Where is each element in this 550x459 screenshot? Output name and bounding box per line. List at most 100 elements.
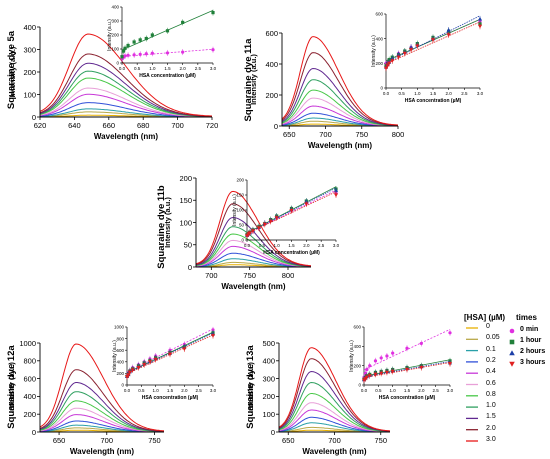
inset-y-tick-label: 400 [375, 36, 383, 41]
y-tick-label: 400 [265, 60, 278, 69]
inset-point [448, 331, 452, 335]
spectrum-curve [278, 347, 391, 432]
inset-point [167, 352, 173, 357]
inset-point [256, 226, 261, 231]
inset-point [396, 55, 401, 60]
inset-plot-2: 0 50 100 150 200 0.0 0.5 1.0 1.5 2.0 2.5 3.0 HSA con… [232, 178, 340, 256]
inset-point [415, 44, 420, 49]
inset-point [408, 48, 414, 52]
inset-point [364, 375, 369, 380]
y-tick-label: 400 [23, 392, 36, 401]
y-tick-label: 0 [188, 263, 192, 272]
x-tick-label: 650 [282, 436, 295, 445]
inset-point [123, 46, 127, 50]
inset-point [446, 27, 451, 32]
inset-y-tick-label: 400 [111, 5, 119, 10]
inset-point [304, 202, 309, 207]
inset-point [210, 334, 216, 338]
x-tick-label: 750 [243, 271, 256, 280]
inset-y-tick-label: 0 [380, 86, 383, 91]
inset-point [132, 40, 136, 44]
inset-point [447, 362, 453, 366]
inset-y-tick-label: 150 [236, 193, 244, 198]
inset-point [150, 33, 154, 37]
inset-fit-line [363, 328, 451, 371]
inset-y-axis-label: Intensity (a.u.) [232, 194, 238, 226]
inset-x-tick-label: 0.5 [399, 91, 406, 96]
x-axis-label: Wavelength (nm) [94, 132, 158, 141]
spectrum-plot-2: 0 50 100 150 200 700 750 800 Wavelength (nm) Inte… [156, 174, 312, 291]
inset-y-tick-label: 600 [375, 12, 383, 17]
legend-hsa-value: 0.1 [486, 345, 496, 353]
inset-x-tick-label: 1.5 [430, 91, 437, 96]
x-tick-label: 720 [206, 121, 219, 130]
inset-x-tick-label: 1.5 [404, 388, 411, 393]
x-tick-label: 680 [137, 121, 150, 130]
y-tick-label: 200 [23, 410, 36, 419]
y-tick-label: 200 [23, 68, 36, 77]
inset-x-tick-label: 0.5 [259, 243, 266, 248]
inset-y-axis-label: Intensity (a.u.) [349, 340, 355, 372]
inset-point [391, 351, 395, 355]
y-tick-label: 0 [32, 428, 36, 437]
x-tick-label: 750 [374, 436, 387, 445]
inset-point [126, 373, 131, 378]
inset-x-tick-label: 2.5 [196, 388, 203, 393]
inset-point [379, 356, 383, 360]
legend-hsa-header: [HSA] (µM) [464, 313, 506, 322]
inset-x-axis-label: HSA concentration (µM) [142, 395, 199, 401]
inset-point [333, 188, 339, 193]
inset-y-tick-label: 0 [116, 61, 119, 66]
inset-y-tick-label: 200 [353, 363, 361, 368]
inset-point [262, 222, 267, 227]
spectrum-curve [281, 89, 398, 127]
x-tick-label: 800 [282, 271, 295, 280]
inset-fit-line [126, 334, 214, 375]
y-tick-label: 0 [32, 113, 36, 122]
legend-hsa-value: 3.0 [486, 436, 496, 443]
inset-point [120, 55, 124, 59]
inset-x-axis-label: HSA concentration (µM) [379, 395, 436, 401]
inset-point [373, 359, 378, 363]
spectrum-curve [39, 369, 165, 432]
spectrum-plot-0: 0 100 200 300 400 620 640 660 680 700 720 Wavelengt… [6, 23, 218, 141]
inset-x-tick-label: 1.5 [288, 243, 295, 248]
inset-y-tick-label: 0 [358, 383, 361, 388]
inset-point [153, 357, 158, 362]
inset-y-tick-label: 1000 [114, 325, 125, 330]
inset-point [138, 52, 142, 56]
inset-point [446, 33, 451, 38]
inset-point [289, 209, 294, 213]
inset-point [274, 216, 279, 220]
inset-point [150, 51, 154, 55]
y-tick-label: 600 [23, 374, 36, 383]
inset-point [419, 341, 423, 346]
plot-title: Squaraine dye 5a [6, 30, 17, 109]
inset-point [123, 54, 127, 58]
y-tick-label: 600 [265, 29, 278, 38]
inset-y-tick-label: 0 [241, 238, 244, 243]
inset-fit-line [126, 332, 214, 374]
y-tick-label: 200 [179, 174, 192, 183]
inset-x-tick-label: 2.0 [180, 66, 187, 71]
plot-title: Squaraine dye 12a [6, 345, 17, 429]
inset-x-tick-label: 3.0 [210, 388, 217, 393]
legend-time-marker [509, 361, 515, 367]
x-tick-label: 750 [355, 130, 368, 139]
legend-hsa-value: 1.5 [486, 413, 496, 421]
inset-x-tick-label: 0.5 [134, 66, 141, 71]
y-tick-label: 400 [262, 357, 275, 366]
inset-x-tick-label: 2.0 [181, 388, 188, 393]
spectrum-plot-1: 0 200 400 600 650 700 750 800 Wavelength (nm) Int… [243, 29, 404, 150]
y-tick-label: 400 [23, 23, 36, 32]
inset-x-tick-label: 1.0 [390, 388, 397, 393]
inset-point [165, 29, 170, 33]
inset-point [144, 36, 148, 41]
inset-point [430, 38, 436, 42]
inset-point [385, 64, 390, 68]
x-tick-label: 800 [392, 130, 405, 139]
x-axis-label: Wavelength (nm) [308, 141, 372, 150]
inset-y-tick-label: 0 [121, 383, 124, 388]
y-axis-label: Intensity (a.u.) [163, 197, 172, 248]
inset-point [121, 49, 126, 53]
